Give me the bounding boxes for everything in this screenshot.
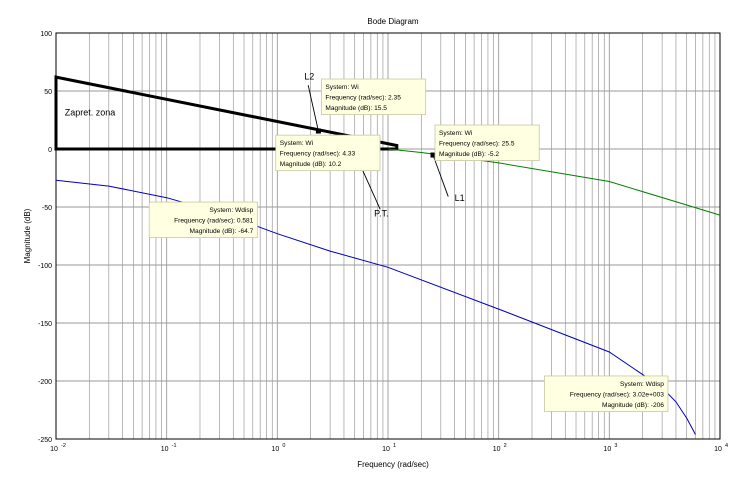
annotation-label: Zapret. zona — [65, 107, 116, 117]
datatip-background — [434, 124, 540, 161]
datatip-background — [544, 375, 669, 412]
datatip-line: Frequency (rad/sec): 0.581 — [174, 218, 253, 225]
datatip-box: System: Wi Frequency (rad/sec): 25.5 Magni… — [434, 124, 540, 161]
annotation-label: L2 — [304, 71, 314, 81]
forbidden-zone-polygon — [54, 75, 399, 151]
datatip-line: System: Wi — [280, 140, 314, 147]
datatip-box: System: Wdisp Frequency (rad/sec): 3.02e+… — [544, 375, 669, 412]
datatip-line: Magnitude (dB): -5.2 — [439, 151, 499, 158]
chart-title: Bode Diagram — [367, 17, 418, 26]
x-tick-label: 10 — [161, 446, 169, 453]
datatip-box: System: Wdisp Frequency (rad/sec): 0.581 M… — [148, 201, 258, 238]
x-tick-exponent: 4 — [725, 443, 728, 449]
y-axis-label: Magnitude (dB) — [23, 208, 32, 263]
y-tick-label: -200 — [38, 379, 52, 386]
y-tick-label: 100 — [40, 31, 52, 38]
x-tick-exponent: -2 — [61, 443, 66, 449]
datatip-line: System: Wi — [325, 84, 359, 91]
x-tick-exponent: 2 — [504, 443, 507, 449]
datatip-line: System: Wdisp — [209, 207, 253, 214]
x-tick-label: 10 — [50, 446, 58, 453]
y-tick-label: 0 — [48, 147, 52, 154]
annotation-arrow — [432, 154, 449, 197]
x-tick-exponent: 3 — [614, 443, 617, 449]
datatip-line: Frequency (rad/sec): 4.33 — [280, 151, 356, 158]
x-tick-label: 10 — [271, 446, 279, 453]
y-tick-label: -50 — [42, 205, 52, 212]
datatip-line: Magnitude (dB): 10.2 — [280, 161, 342, 168]
datatip-line: Magnitude (dB): -64.7 — [190, 228, 254, 235]
x-tick-exponent: 0 — [282, 443, 285, 449]
axes-box — [55, 32, 721, 440]
datatip-marker — [315, 128, 321, 134]
x-tick-label: 10 — [493, 446, 501, 453]
datatip-box: System: Wi Frequency (rad/sec): 2.35 Magni… — [320, 78, 427, 115]
datatip-background — [148, 201, 258, 238]
y-tick-label: -100 — [38, 263, 52, 270]
y-tick-label: -150 — [38, 321, 52, 328]
annotation-label: L1 — [455, 193, 465, 203]
datatip-background — [275, 134, 381, 172]
datatip-line: Frequency (rad/sec): 2.35 — [325, 95, 401, 102]
x-tick-label: 10 — [714, 446, 722, 453]
datatip-background — [320, 78, 427, 115]
x-axis-label: Frequency (rad/sec) — [357, 460, 429, 469]
annotation-label: P.T. — [374, 208, 388, 218]
annotation-arrow — [307, 85, 319, 132]
y-tick-label: -250 — [38, 437, 52, 444]
datatip-marker — [430, 152, 436, 158]
datatip-box: System: Wi Frequency (rad/sec): 4.33 Magni… — [275, 134, 381, 172]
x-tick-exponent: -1 — [172, 443, 177, 449]
x-tick-label: 10 — [603, 446, 611, 453]
datatip-line: Frequency (rad/sec): 3.02e+003 — [570, 391, 664, 398]
datatip-line: System: Wdisp — [620, 381, 664, 388]
series-line-2 — [55, 179, 696, 435]
datatip-line: System: Wi — [439, 130, 473, 137]
datatip-line: Magnitude (dB): -206 — [602, 402, 664, 409]
datatip-line: Magnitude (dB): 15.5 — [325, 105, 387, 112]
x-tick-exponent: 1 — [393, 443, 396, 449]
x-tick-label: 10 — [382, 446, 390, 453]
y-tick-label: 50 — [44, 89, 52, 96]
datatip-line: Frequency (rad/sec): 25.5 — [439, 141, 515, 148]
